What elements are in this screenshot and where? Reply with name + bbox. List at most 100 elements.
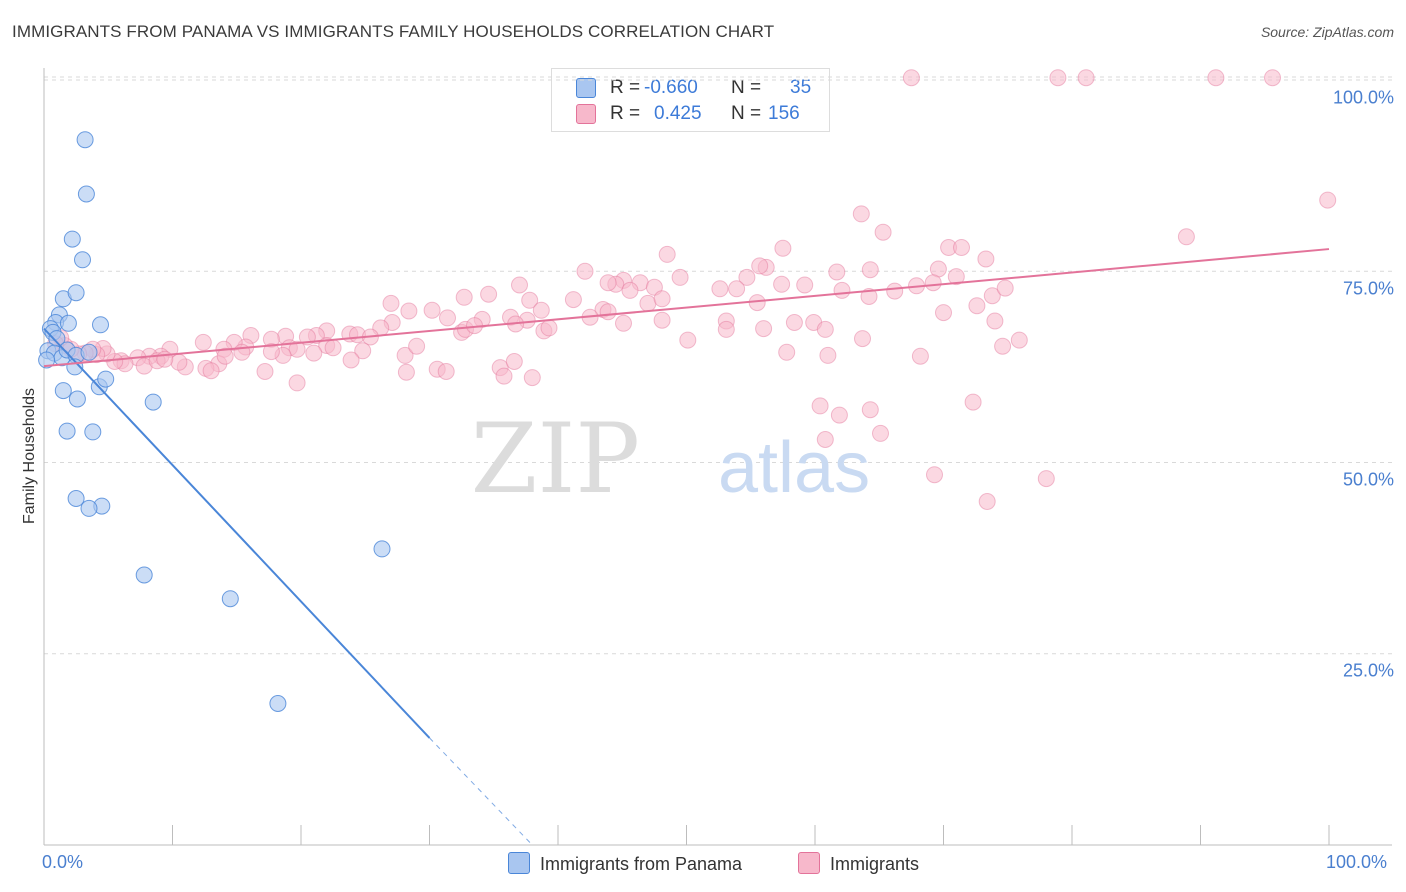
immigrants-point	[194, 333, 212, 351]
bottom-legend-swatch-panama	[508, 852, 530, 874]
immigrants-point	[755, 320, 773, 338]
panama-point	[92, 316, 109, 334]
immigrants-point	[679, 331, 697, 349]
immigrants-point	[170, 353, 188, 371]
immigrants-point	[653, 311, 671, 329]
immigrants-point	[1264, 69, 1281, 87]
immigrants-point	[599, 303, 617, 321]
immigrants-point	[861, 401, 879, 419]
watermark-atlas: atlas	[718, 428, 870, 508]
immigrants-point	[1037, 470, 1055, 488]
y-tick-label: 25.0%	[1342, 660, 1394, 681]
immigrants-point	[717, 320, 735, 338]
immigrants-point	[396, 346, 414, 364]
legend-n-label: N =	[731, 103, 762, 124]
panama-point	[67, 490, 85, 507]
immigrants-point	[480, 285, 498, 303]
immigrants-point	[774, 239, 792, 257]
immigrants-point	[819, 346, 837, 364]
immigrants-point	[599, 274, 617, 292]
legend-n-value: 35	[790, 77, 812, 98]
panama-point	[221, 590, 239, 608]
legend-r-label: R =	[610, 103, 641, 124]
y-tick-label: 100.0%	[1332, 87, 1394, 108]
x-tick-label: 0.0%	[42, 852, 84, 872]
immigrants-point	[994, 337, 1012, 355]
immigrants-point	[911, 347, 929, 365]
legend-swatch-immigrants	[576, 104, 596, 124]
immigrants-point	[521, 291, 539, 309]
panama-point	[67, 284, 85, 302]
axes	[43, 68, 1392, 846]
y-tick-label: 75.0%	[1342, 278, 1394, 299]
panama-point	[54, 382, 72, 400]
x-tick-label: 100.0%	[1326, 852, 1388, 872]
immigrants-point	[852, 205, 870, 223]
immigrants-point	[1077, 69, 1095, 87]
immigrants-point	[532, 301, 550, 319]
immigrants-point	[833, 281, 851, 299]
panama-point	[97, 370, 115, 388]
immigrants-point	[354, 342, 372, 360]
immigrants-point	[288, 340, 306, 358]
immigrants-point	[1177, 228, 1195, 246]
immigrants-point	[978, 493, 996, 510]
immigrants-point	[751, 257, 769, 275]
immigrants-point	[256, 363, 274, 380]
immigrants-point	[947, 268, 965, 286]
immigrants-point	[902, 69, 920, 87]
panama-point	[58, 422, 76, 440]
immigrants-point	[977, 250, 995, 268]
immigrants-point	[728, 280, 746, 298]
immigrants-point	[523, 369, 541, 387]
immigrants-point	[926, 466, 943, 484]
immigrants-point	[860, 288, 878, 305]
immigrants-point	[816, 320, 834, 338]
immigrants-point	[935, 304, 952, 322]
immigrants-point	[658, 245, 676, 263]
immigrants-point	[408, 337, 426, 355]
panama-point	[59, 314, 77, 332]
immigrants-point	[564, 291, 582, 309]
immigrants-point	[540, 319, 558, 337]
immigrants-point	[342, 351, 360, 369]
immigrants-point	[202, 362, 220, 380]
bottom-legend-label: Immigrants from Panama	[540, 854, 743, 874]
panama-point	[144, 393, 162, 411]
panama-point	[77, 185, 95, 203]
immigrants-point	[639, 294, 657, 312]
panama-point	[135, 566, 153, 584]
correlation-legend: R = -0.660 N = 35 R = 0.425 N = 156	[551, 68, 830, 132]
immigrants-point	[854, 330, 871, 348]
immigrants-point	[324, 339, 342, 357]
immigrants-point	[711, 280, 729, 298]
watermark: ZIP atlas	[471, 403, 870, 515]
immigrants-trend-line	[43, 248, 1330, 368]
immigrants-point	[830, 406, 848, 424]
immigrants-point	[423, 301, 441, 319]
panama-point	[76, 131, 94, 149]
immigrants-point	[671, 268, 689, 286]
bottom-legend-immigrants: Immigrants	[798, 852, 919, 875]
immigrants-point	[1207, 69, 1225, 87]
panama-point	[80, 343, 98, 361]
immigrants-point	[924, 274, 942, 292]
immigrants-point	[861, 261, 879, 279]
y-tick-label: 50.0%	[1342, 469, 1394, 490]
legend-n-value: 156	[768, 103, 800, 124]
immigrants-point	[262, 343, 280, 361]
immigrants-point	[872, 424, 889, 442]
immigrants-point	[382, 294, 400, 312]
legend-swatch-panama	[576, 78, 596, 98]
legend-n-label: N =	[731, 77, 762, 98]
immigrants-point	[773, 275, 791, 293]
panama-point	[63, 230, 81, 248]
immigrants-point	[1319, 191, 1337, 209]
panama-point	[38, 351, 56, 369]
immigrants-point	[455, 288, 473, 306]
immigrants-point	[828, 263, 846, 281]
chart-title: IMMIGRANTS FROM PANAMA VS IMMIGRANTS FAM…	[12, 22, 775, 41]
panama-point	[80, 499, 98, 517]
bottom-legend-label: Immigrants	[830, 854, 920, 874]
